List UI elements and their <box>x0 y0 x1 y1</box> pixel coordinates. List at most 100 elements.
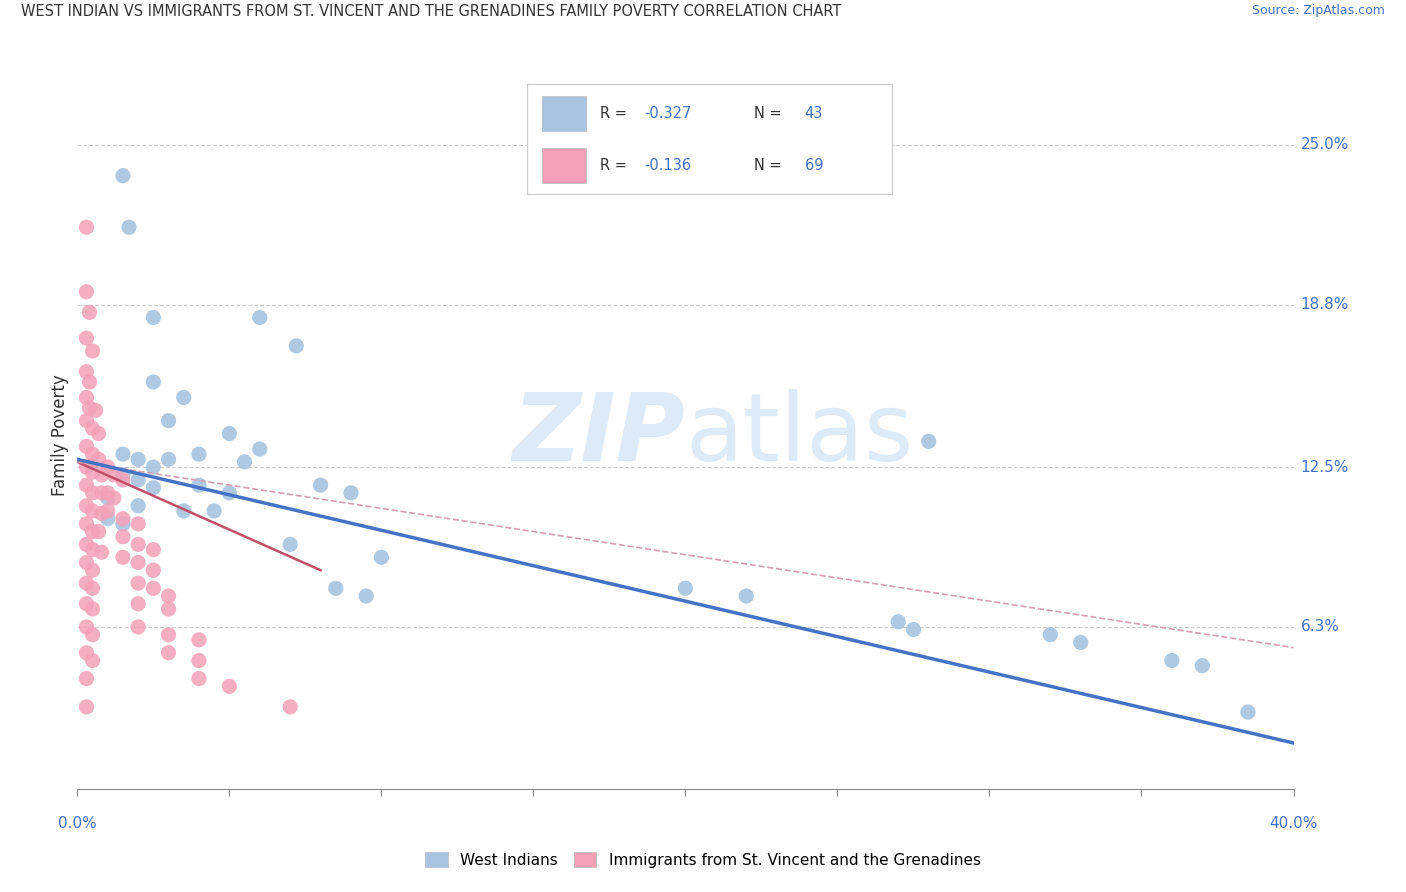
Point <box>82 524 104 539</box>
Point <box>82 486 104 500</box>
Point <box>188 653 211 667</box>
Point <box>82 504 104 518</box>
Point <box>188 447 211 461</box>
Point <box>79 305 101 319</box>
Point <box>111 447 134 461</box>
Point <box>90 545 112 559</box>
Point <box>82 421 104 435</box>
Point <box>75 672 97 686</box>
Point <box>75 478 97 492</box>
Point <box>127 516 149 531</box>
Point <box>1070 635 1092 649</box>
Point <box>218 426 240 441</box>
Point <box>278 699 301 714</box>
Point <box>278 537 301 551</box>
Point <box>142 542 165 557</box>
Point <box>309 478 332 492</box>
Point <box>157 414 180 428</box>
Point <box>79 401 101 415</box>
Point <box>127 556 149 570</box>
Point <box>87 524 110 539</box>
Point <box>1039 628 1062 642</box>
Point <box>202 504 225 518</box>
Point <box>82 447 104 461</box>
Point <box>82 628 104 642</box>
Point <box>173 504 195 518</box>
Point <box>340 486 363 500</box>
Point <box>173 391 195 405</box>
Point <box>157 646 180 660</box>
Point <box>75 646 97 660</box>
Text: 12.5%: 12.5% <box>1301 459 1348 475</box>
Point <box>75 440 97 454</box>
Point <box>75 391 97 405</box>
Point <box>111 550 134 565</box>
Point <box>142 582 165 596</box>
Point <box>82 653 104 667</box>
Point <box>370 550 392 565</box>
Point <box>87 426 110 441</box>
Point <box>84 403 107 417</box>
Point <box>127 499 149 513</box>
Point <box>157 602 180 616</box>
Point <box>157 628 180 642</box>
Point <box>75 285 97 299</box>
Point <box>249 442 271 456</box>
Point <box>354 589 377 603</box>
Point <box>75 516 97 531</box>
Point <box>142 481 165 495</box>
Point <box>188 672 211 686</box>
Point <box>75 556 97 570</box>
Point <box>82 542 104 557</box>
Point <box>97 486 120 500</box>
Point <box>127 473 149 487</box>
Point <box>111 530 134 544</box>
Legend: West Indians, Immigrants from St. Vincent and the Grenadines: West Indians, Immigrants from St. Vincen… <box>418 845 988 875</box>
Point <box>127 537 149 551</box>
Point <box>127 452 149 467</box>
Point <box>79 375 101 389</box>
Point <box>103 491 125 505</box>
Point <box>111 467 134 482</box>
Point <box>157 452 180 467</box>
Point <box>75 331 97 345</box>
Text: 40.0%: 40.0% <box>1270 816 1317 831</box>
Point <box>249 310 271 325</box>
Point <box>90 486 112 500</box>
Point <box>233 455 256 469</box>
Text: 25.0%: 25.0% <box>1301 137 1348 153</box>
Text: WEST INDIAN VS IMMIGRANTS FROM ST. VINCENT AND THE GRENADINES FAMILY POVERTY COR: WEST INDIAN VS IMMIGRANTS FROM ST. VINCE… <box>21 4 841 20</box>
Point <box>75 220 97 235</box>
Point <box>75 597 97 611</box>
Point <box>903 623 925 637</box>
Point <box>82 563 104 577</box>
Point <box>111 473 134 487</box>
Point <box>82 602 104 616</box>
Point <box>75 499 97 513</box>
Point <box>918 434 941 449</box>
Point <box>188 632 211 647</box>
Point <box>75 460 97 475</box>
Point <box>90 507 112 521</box>
Text: 0.0%: 0.0% <box>58 816 97 831</box>
Point <box>188 478 211 492</box>
Point <box>82 344 104 359</box>
Point <box>75 365 97 379</box>
Text: ZIP: ZIP <box>513 389 686 481</box>
Text: 6.3%: 6.3% <box>1301 619 1340 634</box>
Point <box>90 467 112 482</box>
Point <box>887 615 910 629</box>
Text: Source: ZipAtlas.com: Source: ZipAtlas.com <box>1251 4 1385 18</box>
Point <box>127 597 149 611</box>
Point <box>1161 653 1184 667</box>
Point <box>218 486 240 500</box>
Point <box>97 460 120 475</box>
Point <box>675 582 697 596</box>
Point <box>75 537 97 551</box>
Point <box>157 589 180 603</box>
Y-axis label: Family Poverty: Family Poverty <box>51 374 69 496</box>
Point <box>82 582 104 596</box>
Point <box>285 339 308 353</box>
Point <box>87 452 110 467</box>
Point <box>75 699 97 714</box>
